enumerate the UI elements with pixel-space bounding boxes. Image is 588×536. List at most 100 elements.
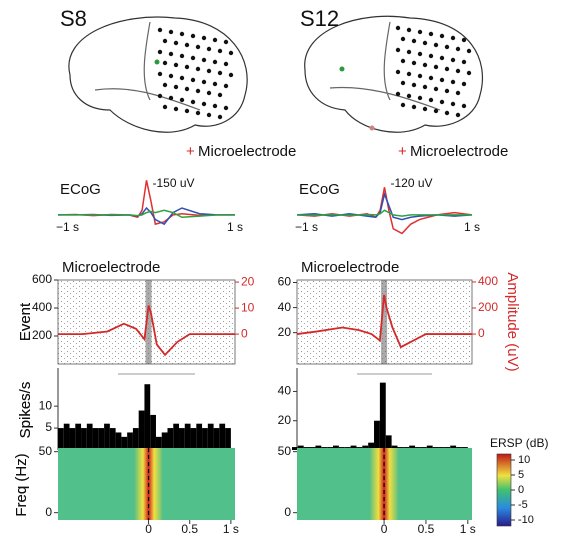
electrode <box>433 64 439 70</box>
electrode <box>417 51 423 57</box>
y-tick-label: 60 <box>278 275 292 289</box>
y-axis-label: Event <box>17 302 34 341</box>
electrode <box>157 93 163 99</box>
histogram-bar <box>173 423 180 450</box>
electrode <box>411 82 417 88</box>
raster-events-dense <box>381 280 388 364</box>
electrode <box>179 75 185 81</box>
electrode <box>433 42 439 48</box>
histogram-bar <box>81 428 87 450</box>
histogram-bar <box>374 420 380 450</box>
histogram-bar <box>391 445 398 450</box>
histogram-bar <box>225 428 231 450</box>
electrode <box>190 55 196 61</box>
electrode <box>444 88 450 94</box>
ecog-end-label: 1 s <box>464 220 480 234</box>
electrode <box>450 57 456 63</box>
electrode <box>162 104 168 110</box>
histogram-bar <box>69 428 76 450</box>
colorbar-tick-label: -5 <box>518 499 528 511</box>
electrode <box>406 27 412 33</box>
y-tick-label: 20 <box>278 325 292 339</box>
electrode <box>223 83 229 89</box>
electrode <box>466 70 472 76</box>
electrode <box>201 101 207 107</box>
electrode <box>400 80 406 86</box>
electrode <box>201 57 207 63</box>
electrode <box>411 104 417 110</box>
electrode <box>184 108 190 114</box>
electrode <box>422 40 428 46</box>
x-tick-label: 0.5 <box>181 522 198 536</box>
y-axis-label: Spikes/s <box>17 382 34 439</box>
histogram-bar <box>297 445 304 450</box>
electrode <box>206 46 212 52</box>
electrode <box>217 92 223 98</box>
histogram-bar <box>379 382 386 450</box>
y-tick-label: 400 <box>32 300 52 314</box>
histogram-bar <box>385 435 392 450</box>
histogram-bar <box>190 428 197 450</box>
legend-label: Microelectrode <box>410 143 508 160</box>
histogram-bar <box>150 414 156 450</box>
electrode <box>173 62 179 68</box>
electrode <box>411 38 417 44</box>
electrode <box>228 50 234 56</box>
ecog-trace <box>296 209 472 217</box>
histogram-bar <box>144 384 151 450</box>
electrodes <box>154 25 472 131</box>
electrode <box>212 103 218 109</box>
electrode <box>461 37 467 43</box>
colorbar-tick-label: 10 <box>518 454 530 466</box>
histogram-bar <box>167 428 174 450</box>
electrode <box>179 31 185 37</box>
y2-tick-label: 10 <box>241 300 255 314</box>
electrode <box>223 61 229 67</box>
ecog-start-label: −1 s <box>56 220 79 234</box>
histogram-bar <box>333 445 339 450</box>
subject-label: S8 <box>60 6 87 31</box>
electrode <box>223 39 229 45</box>
average-trace <box>58 305 235 357</box>
electrode <box>395 69 401 75</box>
colorbar-tick-label: 0 <box>518 484 524 496</box>
ecog-peak-label: -150 uV <box>153 176 195 190</box>
y-axis-label: Spikes/s <box>17 382 34 439</box>
histogram-bar <box>368 442 375 450</box>
histogram-bar <box>426 445 433 450</box>
electrode <box>455 46 461 52</box>
electrode <box>173 40 179 46</box>
raster-title: Microelectrode <box>62 259 160 276</box>
electrode <box>439 99 445 105</box>
x-tick-label: 1 s <box>223 522 239 536</box>
histogram-bar <box>75 423 82 450</box>
histogram-bar <box>138 410 145 450</box>
electrode <box>223 105 229 111</box>
electrode <box>461 103 467 109</box>
electrode <box>195 110 201 116</box>
histogram-bar <box>92 428 99 450</box>
electrode <box>195 88 201 94</box>
raster-title: Microelectrode <box>301 259 399 276</box>
legend-label: Microelectrode <box>198 143 296 160</box>
electrode <box>466 48 472 54</box>
electrode <box>184 64 190 70</box>
ecog-trace <box>58 209 235 218</box>
electrode <box>206 90 212 96</box>
electrode-marked <box>339 66 345 72</box>
histogram-bar <box>207 423 214 450</box>
electrode <box>184 42 190 48</box>
electrode <box>217 114 223 120</box>
histogram-bar <box>98 428 105 450</box>
histogram-bar <box>132 428 139 450</box>
electrode <box>428 97 434 103</box>
electrode <box>439 33 445 39</box>
electrode <box>417 29 423 35</box>
electrode-marked <box>369 125 375 131</box>
y-tick-label: 40 <box>278 384 292 398</box>
histogram-bar <box>104 423 110 450</box>
histogram-bar <box>63 423 70 450</box>
electrode <box>212 37 218 43</box>
electrode <box>162 82 168 88</box>
